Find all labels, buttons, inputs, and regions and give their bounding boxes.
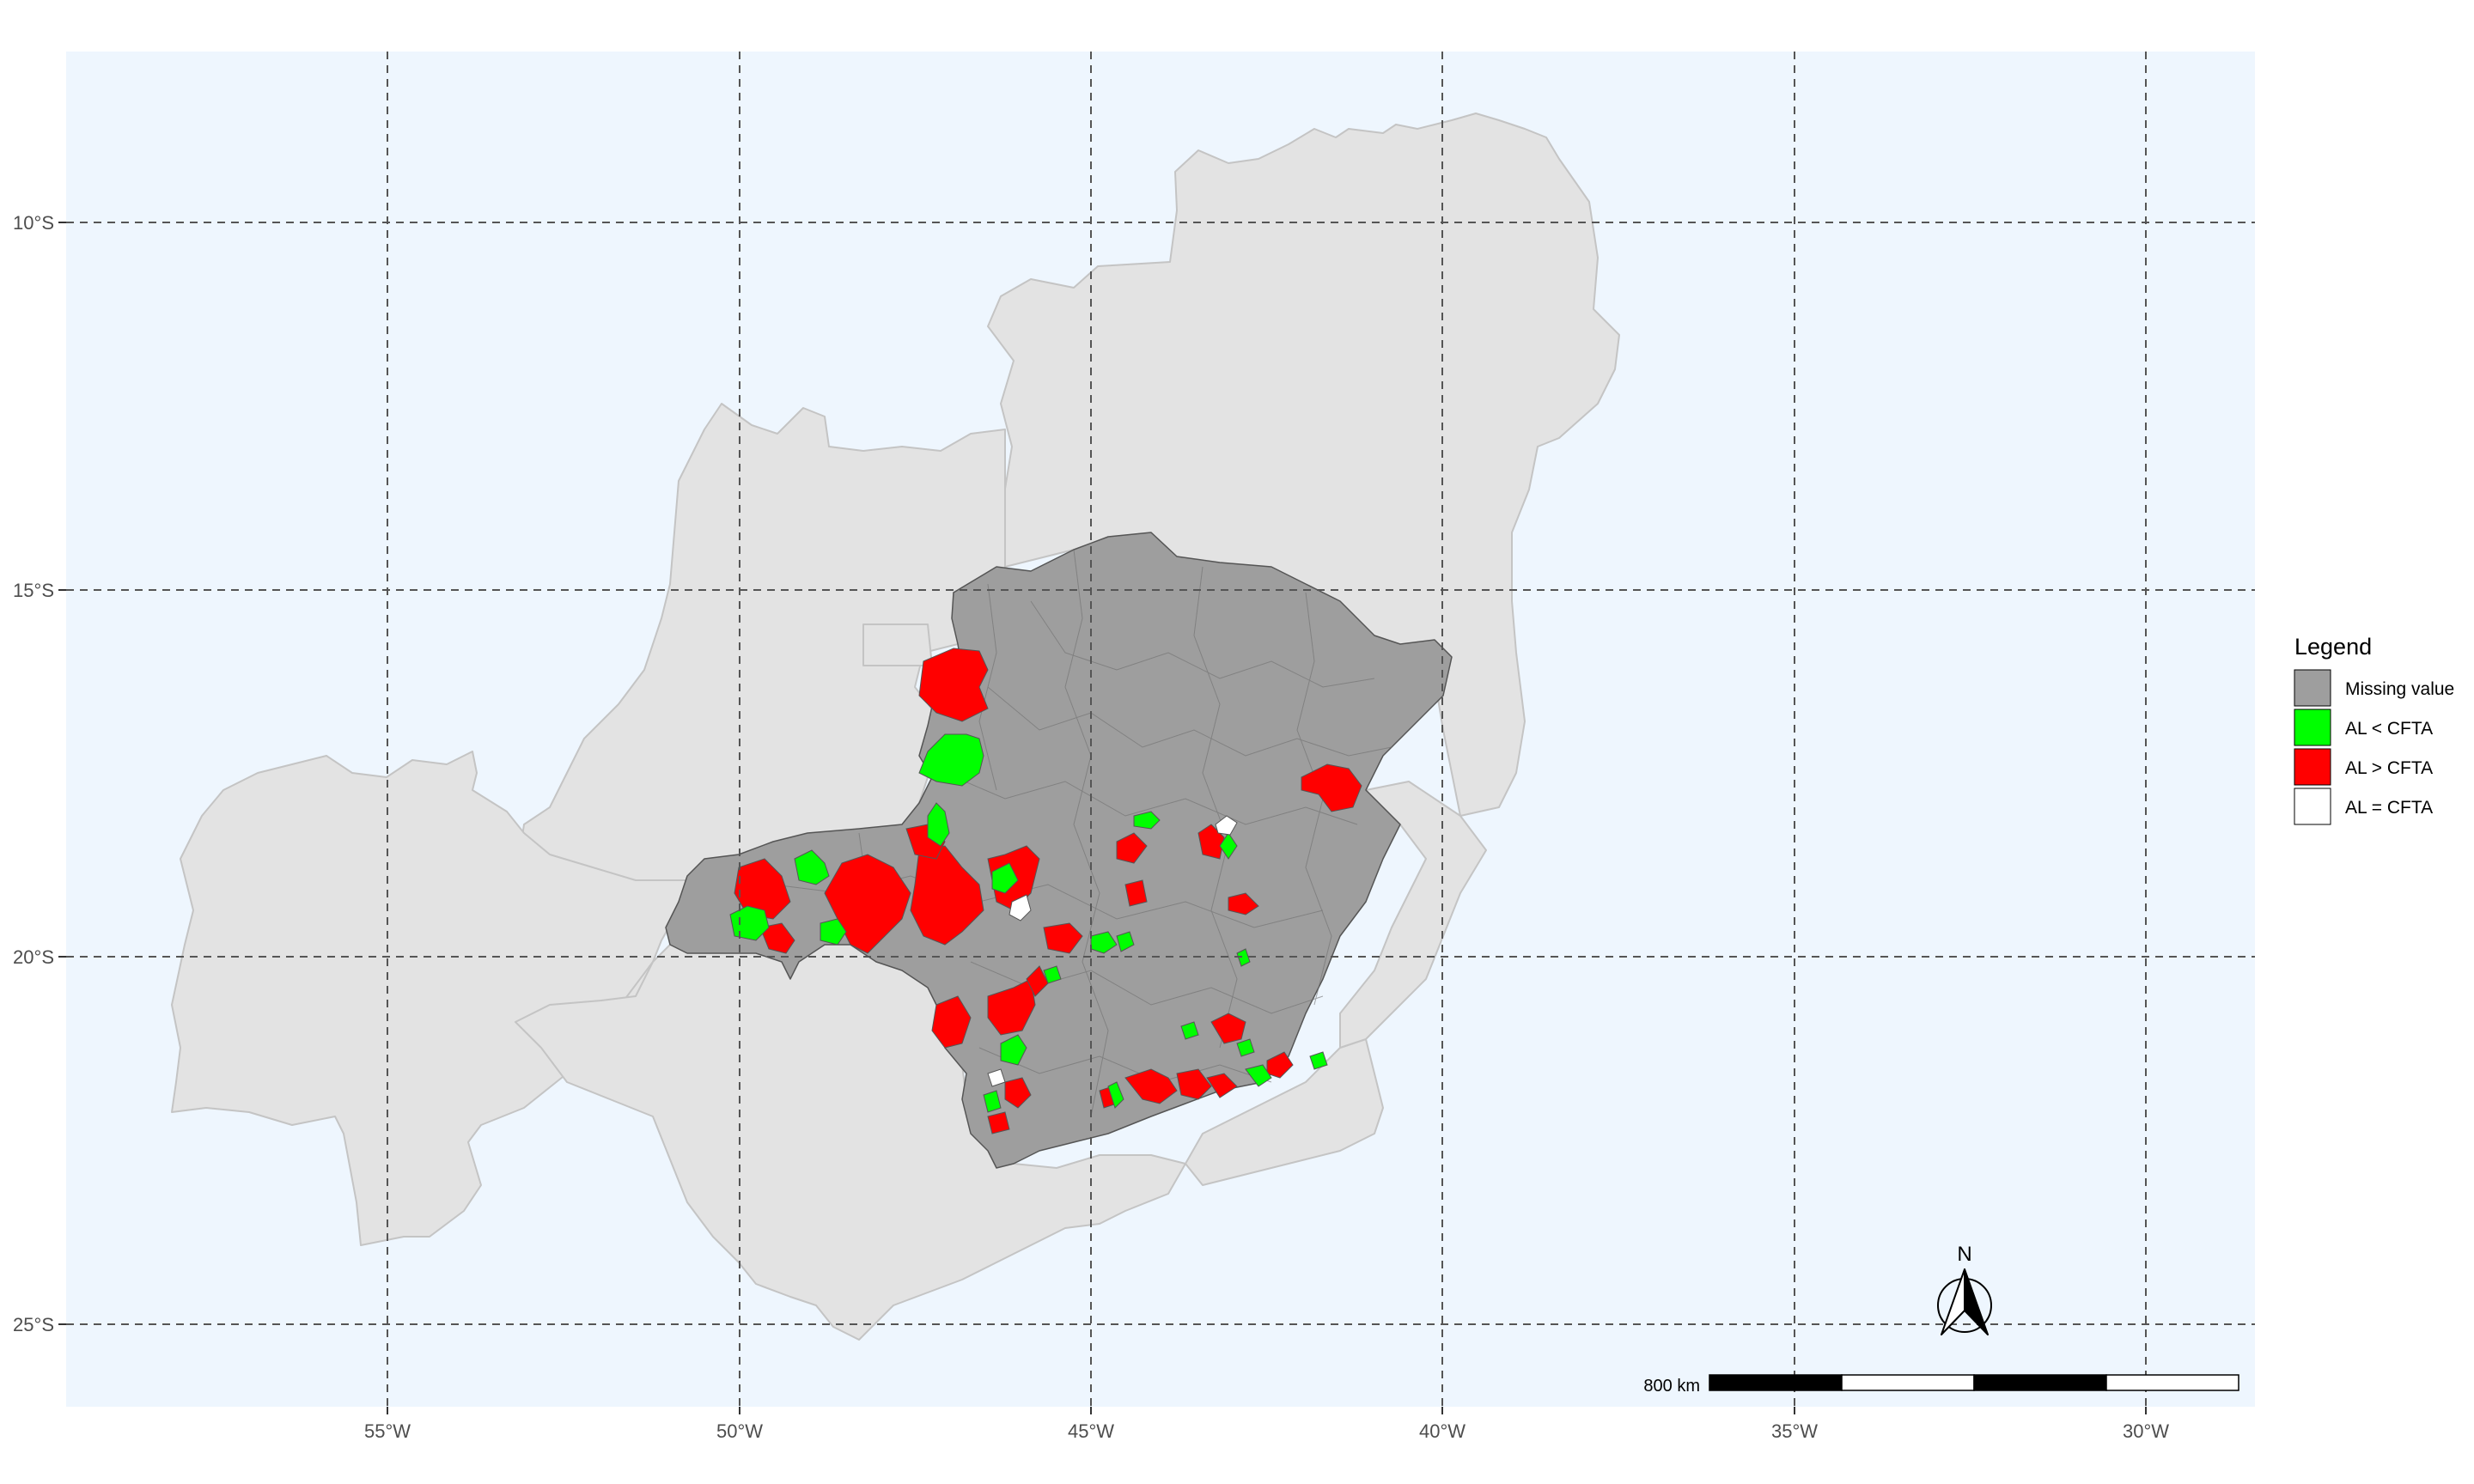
x-tick-label: 30°W — [2123, 1420, 2169, 1442]
legend-title: Legend — [2294, 634, 2372, 660]
scale-segment — [1841, 1374, 1975, 1391]
y-tick-label: 25°S — [13, 1314, 54, 1335]
legend: Legend Missing value AL < CFTA AL > CFTA… — [2294, 634, 2454, 825]
context-state-east — [1339, 781, 1487, 1049]
focus-region — [665, 532, 1453, 1169]
scale-segment — [1973, 1374, 2107, 1391]
focus-state-outline — [665, 532, 1453, 1169]
x-tick-label: 35°W — [1771, 1420, 1818, 1442]
context-district — [862, 623, 933, 666]
x-tick-label: 55°W — [364, 1420, 411, 1442]
legend-label: Missing value — [2345, 679, 2454, 699]
context-region — [171, 113, 1620, 1341]
class-al-less — [729, 733, 1328, 1113]
legend-key-al-equal — [2294, 788, 2331, 825]
scale-segment — [2105, 1374, 2239, 1391]
y-tick-label: 20°S — [13, 946, 54, 968]
north-arrow-needle-right — [1964, 1268, 1989, 1335]
legend-key-al-greater — [2294, 748, 2331, 786]
class-al-greater — [734, 648, 1362, 1134]
x-tick-label: 40°W — [1419, 1420, 1466, 1442]
context-state-north-east — [987, 113, 1620, 817]
scale-segment — [1709, 1374, 1843, 1391]
legend-label: AL = CFTA — [2345, 798, 2433, 818]
legend-label: AL < CFTA — [2345, 719, 2433, 739]
north-arrow-label: N — [1957, 1243, 1971, 1266]
legend-label: AL > CFTA — [2345, 758, 2433, 778]
scale-bar: 800 km — [1643, 1374, 2239, 1396]
legend-key-al-less — [2294, 709, 2331, 746]
legend-key-missing — [2294, 669, 2331, 707]
class-al-equal — [987, 815, 1238, 1087]
context-state-south-east — [1185, 1038, 1384, 1186]
graticule — [66, 52, 2255, 1407]
scale-bar-label: 800 km — [1643, 1377, 1700, 1396]
north-arrow: N — [1937, 1243, 1992, 1335]
y-tick-label: 15°S — [13, 580, 54, 601]
x-tick-label: 45°W — [1068, 1420, 1114, 1442]
x-tick-label: 50°W — [716, 1420, 763, 1442]
axis-ticks — [58, 222, 2147, 1414]
y-tick-label: 10°S — [13, 212, 54, 234]
